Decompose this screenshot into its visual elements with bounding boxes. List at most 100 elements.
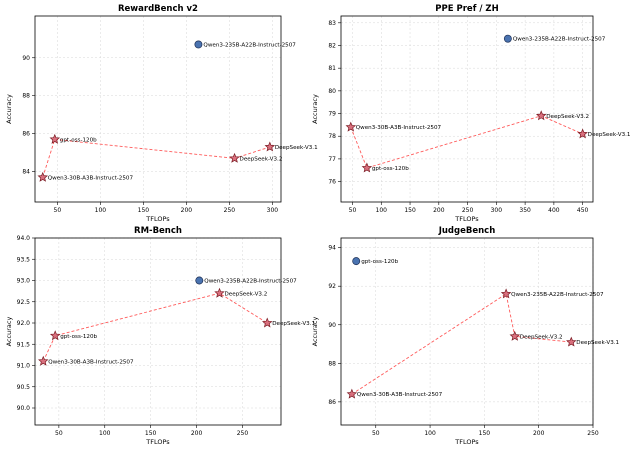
x-tick-label: 100 bbox=[376, 207, 388, 214]
y-tick-label: 83 bbox=[328, 20, 336, 27]
x-tick-label: 100 bbox=[95, 207, 107, 214]
model-label: Qwen3-235B-A22B-Instruct-2507 bbox=[203, 42, 296, 48]
chart-panel-4: JudgeBench 86 88 90 92 94 50 100 150 200 250 TFLOPs… bbox=[311, 226, 620, 446]
y-tick-label: 93.0 bbox=[17, 278, 31, 285]
x-tick-label: 100 bbox=[424, 430, 436, 437]
model-point-circle bbox=[352, 257, 361, 266]
y-tick-label: 90 bbox=[22, 55, 30, 62]
model-label: DeepSeek-V3.1 bbox=[275, 145, 318, 151]
x-axis-label: TFLOPs bbox=[145, 438, 170, 446]
frontier-point-star bbox=[38, 355, 49, 366]
x-tick-label: 300 bbox=[267, 207, 279, 214]
frontier-point-star bbox=[49, 330, 61, 341]
frontier-line bbox=[42, 292, 268, 362]
x-tick-label: 50 bbox=[372, 430, 380, 437]
x-tick-label: 200 bbox=[191, 430, 203, 437]
chart-panel-1: RewardBench v2 84 86 88 90 50 100 150 200 250 300 T… bbox=[5, 4, 318, 223]
model-point-circle bbox=[194, 40, 203, 49]
y-tick-label: 91.0 bbox=[17, 363, 31, 370]
model-point-circle bbox=[503, 34, 512, 43]
y-tick-label: 80 bbox=[328, 88, 336, 95]
x-tick-label: 350 bbox=[519, 207, 531, 214]
x-tick-label: 200 bbox=[533, 430, 545, 437]
y-tick-label: 81 bbox=[328, 65, 336, 72]
model-label: Qwen3-235B-A22B-Instruct-2507 bbox=[513, 37, 606, 43]
frontier-point-star bbox=[346, 388, 358, 399]
model-label: DeepSeek-V3.1 bbox=[588, 132, 631, 138]
plot-frame bbox=[340, 237, 594, 426]
plot-frame bbox=[340, 15, 594, 203]
frontier-point-star bbox=[264, 141, 276, 152]
frontier-point-star bbox=[261, 317, 273, 328]
frontier-line bbox=[350, 115, 583, 169]
plot-frame bbox=[34, 237, 282, 426]
model-label: gpt-oss-120b bbox=[361, 259, 398, 265]
chart-title: RM-Bench bbox=[134, 226, 182, 236]
y-tick-label: 77 bbox=[328, 156, 336, 163]
y-tick-label: 92 bbox=[328, 283, 336, 290]
y-axis-label: Accuracy bbox=[5, 94, 13, 124]
chart-panel-2: PPE Pref / ZH 76 77 78 79 80 81 82 83 50 100 150 200… bbox=[311, 4, 631, 223]
y-tick-label: 86 bbox=[22, 131, 30, 138]
x-tick-label: 400 bbox=[548, 207, 560, 214]
chart-title: PPE Pref / ZH bbox=[435, 4, 498, 14]
frontier-point-star bbox=[345, 121, 357, 132]
x-tick-label: 250 bbox=[587, 430, 599, 437]
model-label: Qwen3-30B-A3B-Instruct-2507 bbox=[48, 175, 134, 181]
x-axis-label: TFLOPs bbox=[454, 215, 479, 223]
plot-frame bbox=[34, 15, 282, 203]
frontier-point-star bbox=[566, 336, 577, 347]
chart-title: JudgeBench bbox=[438, 226, 496, 236]
chart-panel-3: RM-Bench 90.0 90.5 91.0 91.5 92.0 92.5 93.0 93.5… bbox=[5, 226, 315, 446]
model-label: Qwen3-30B-A3B-Instruct-2507 bbox=[356, 125, 442, 131]
y-tick-label: 92.0 bbox=[17, 320, 31, 327]
x-tick-label: 450 bbox=[577, 207, 589, 214]
y-tick-label: 86 bbox=[328, 399, 336, 406]
model-label: DeepSeek-V3.1 bbox=[272, 321, 315, 327]
model-label: Qwen3-30B-A3B-Instruct-2507 bbox=[357, 392, 443, 398]
x-tick-label: 50 bbox=[54, 207, 62, 214]
y-axis-label: Accuracy bbox=[311, 317, 319, 347]
x-tick-label: 250 bbox=[224, 207, 236, 214]
model-label: DeepSeek-V3.1 bbox=[576, 340, 619, 346]
model-label: gpt-oss-120b bbox=[60, 137, 97, 143]
y-tick-label: 90 bbox=[328, 322, 336, 329]
x-tick-label: 300 bbox=[491, 207, 503, 214]
x-axis-label: TFLOPs bbox=[145, 215, 170, 223]
y-tick-label: 90.0 bbox=[17, 405, 31, 412]
y-tick-label: 93.5 bbox=[17, 256, 31, 263]
y-tick-label: 88 bbox=[328, 360, 336, 367]
y-tick-label: 88 bbox=[22, 93, 30, 100]
chart-title: RewardBench v2 bbox=[118, 4, 198, 14]
x-tick-label: 100 bbox=[99, 430, 111, 437]
x-tick-label: 200 bbox=[181, 207, 193, 214]
y-tick-label: 90.5 bbox=[17, 384, 31, 391]
y-tick-label: 82 bbox=[328, 42, 336, 49]
frontier-point-star bbox=[577, 128, 588, 139]
frontier-line bbox=[351, 293, 572, 395]
x-tick-label: 150 bbox=[404, 207, 416, 214]
y-tick-label: 84 bbox=[22, 169, 30, 176]
x-axis-label: TFLOPs bbox=[454, 438, 479, 446]
model-point-circle bbox=[195, 276, 204, 285]
model-label: DeepSeek-V3.2 bbox=[520, 334, 563, 340]
frontier-point-star bbox=[214, 287, 225, 298]
x-tick-label: 50 bbox=[349, 207, 357, 214]
x-tick-label: 50 bbox=[55, 430, 63, 437]
frontier-point-star bbox=[500, 288, 512, 299]
x-tick-label: 250 bbox=[462, 207, 474, 214]
x-tick-label: 200 bbox=[433, 207, 445, 214]
frontier-point-star bbox=[37, 171, 48, 182]
model-label: DeepSeek-V3.2 bbox=[240, 156, 283, 162]
y-tick-label: 92.5 bbox=[17, 299, 31, 306]
model-label: DeepSeek-V3.2 bbox=[546, 114, 589, 120]
y-axis-label: Accuracy bbox=[5, 317, 13, 347]
y-tick-label: 78 bbox=[328, 133, 336, 140]
x-tick-label: 150 bbox=[138, 207, 150, 214]
frontier-point-star bbox=[509, 330, 521, 341]
frontier-line bbox=[42, 138, 270, 178]
y-tick-label: 94.0 bbox=[17, 235, 31, 242]
model-label: DeepSeek-V3.2 bbox=[225, 291, 268, 297]
model-label: gpt-oss-120b bbox=[60, 334, 97, 340]
frontier-point-star bbox=[535, 110, 547, 121]
